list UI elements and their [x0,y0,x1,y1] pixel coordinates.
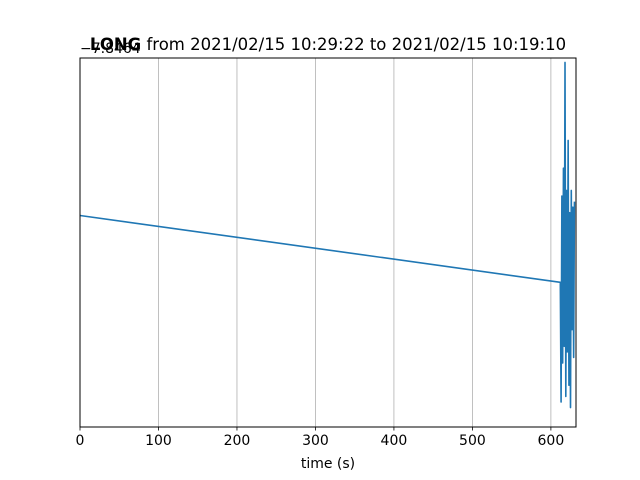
chart-title-bold: LONG [90,35,141,54]
chart-title: LONG from 2021/02/15 10:29:22 to 2021/02… [90,35,566,54]
x-axis: 0 100 200 300 400 500 600 [76,427,565,449]
x-tick-label: 600 [538,433,565,449]
chart-title-rest: from 2021/02/15 10:29:22 to 2021/02/15 1… [141,35,566,54]
x-tick-label: 300 [302,433,329,449]
x-tick-label: 100 [145,433,172,449]
series-line [79,61,576,409]
x-tick-label: 400 [381,433,408,449]
y-offset-label: −7.8464 [80,41,141,57]
x-tick-label: 0 [76,433,85,449]
plot-frame [79,57,577,428]
x-grid [79,58,552,427]
x-tick-label: 200 [224,433,251,449]
x-axis-label: time (s) [301,456,355,472]
x-tick-label: 500 [459,433,486,449]
series-layer [79,61,576,409]
